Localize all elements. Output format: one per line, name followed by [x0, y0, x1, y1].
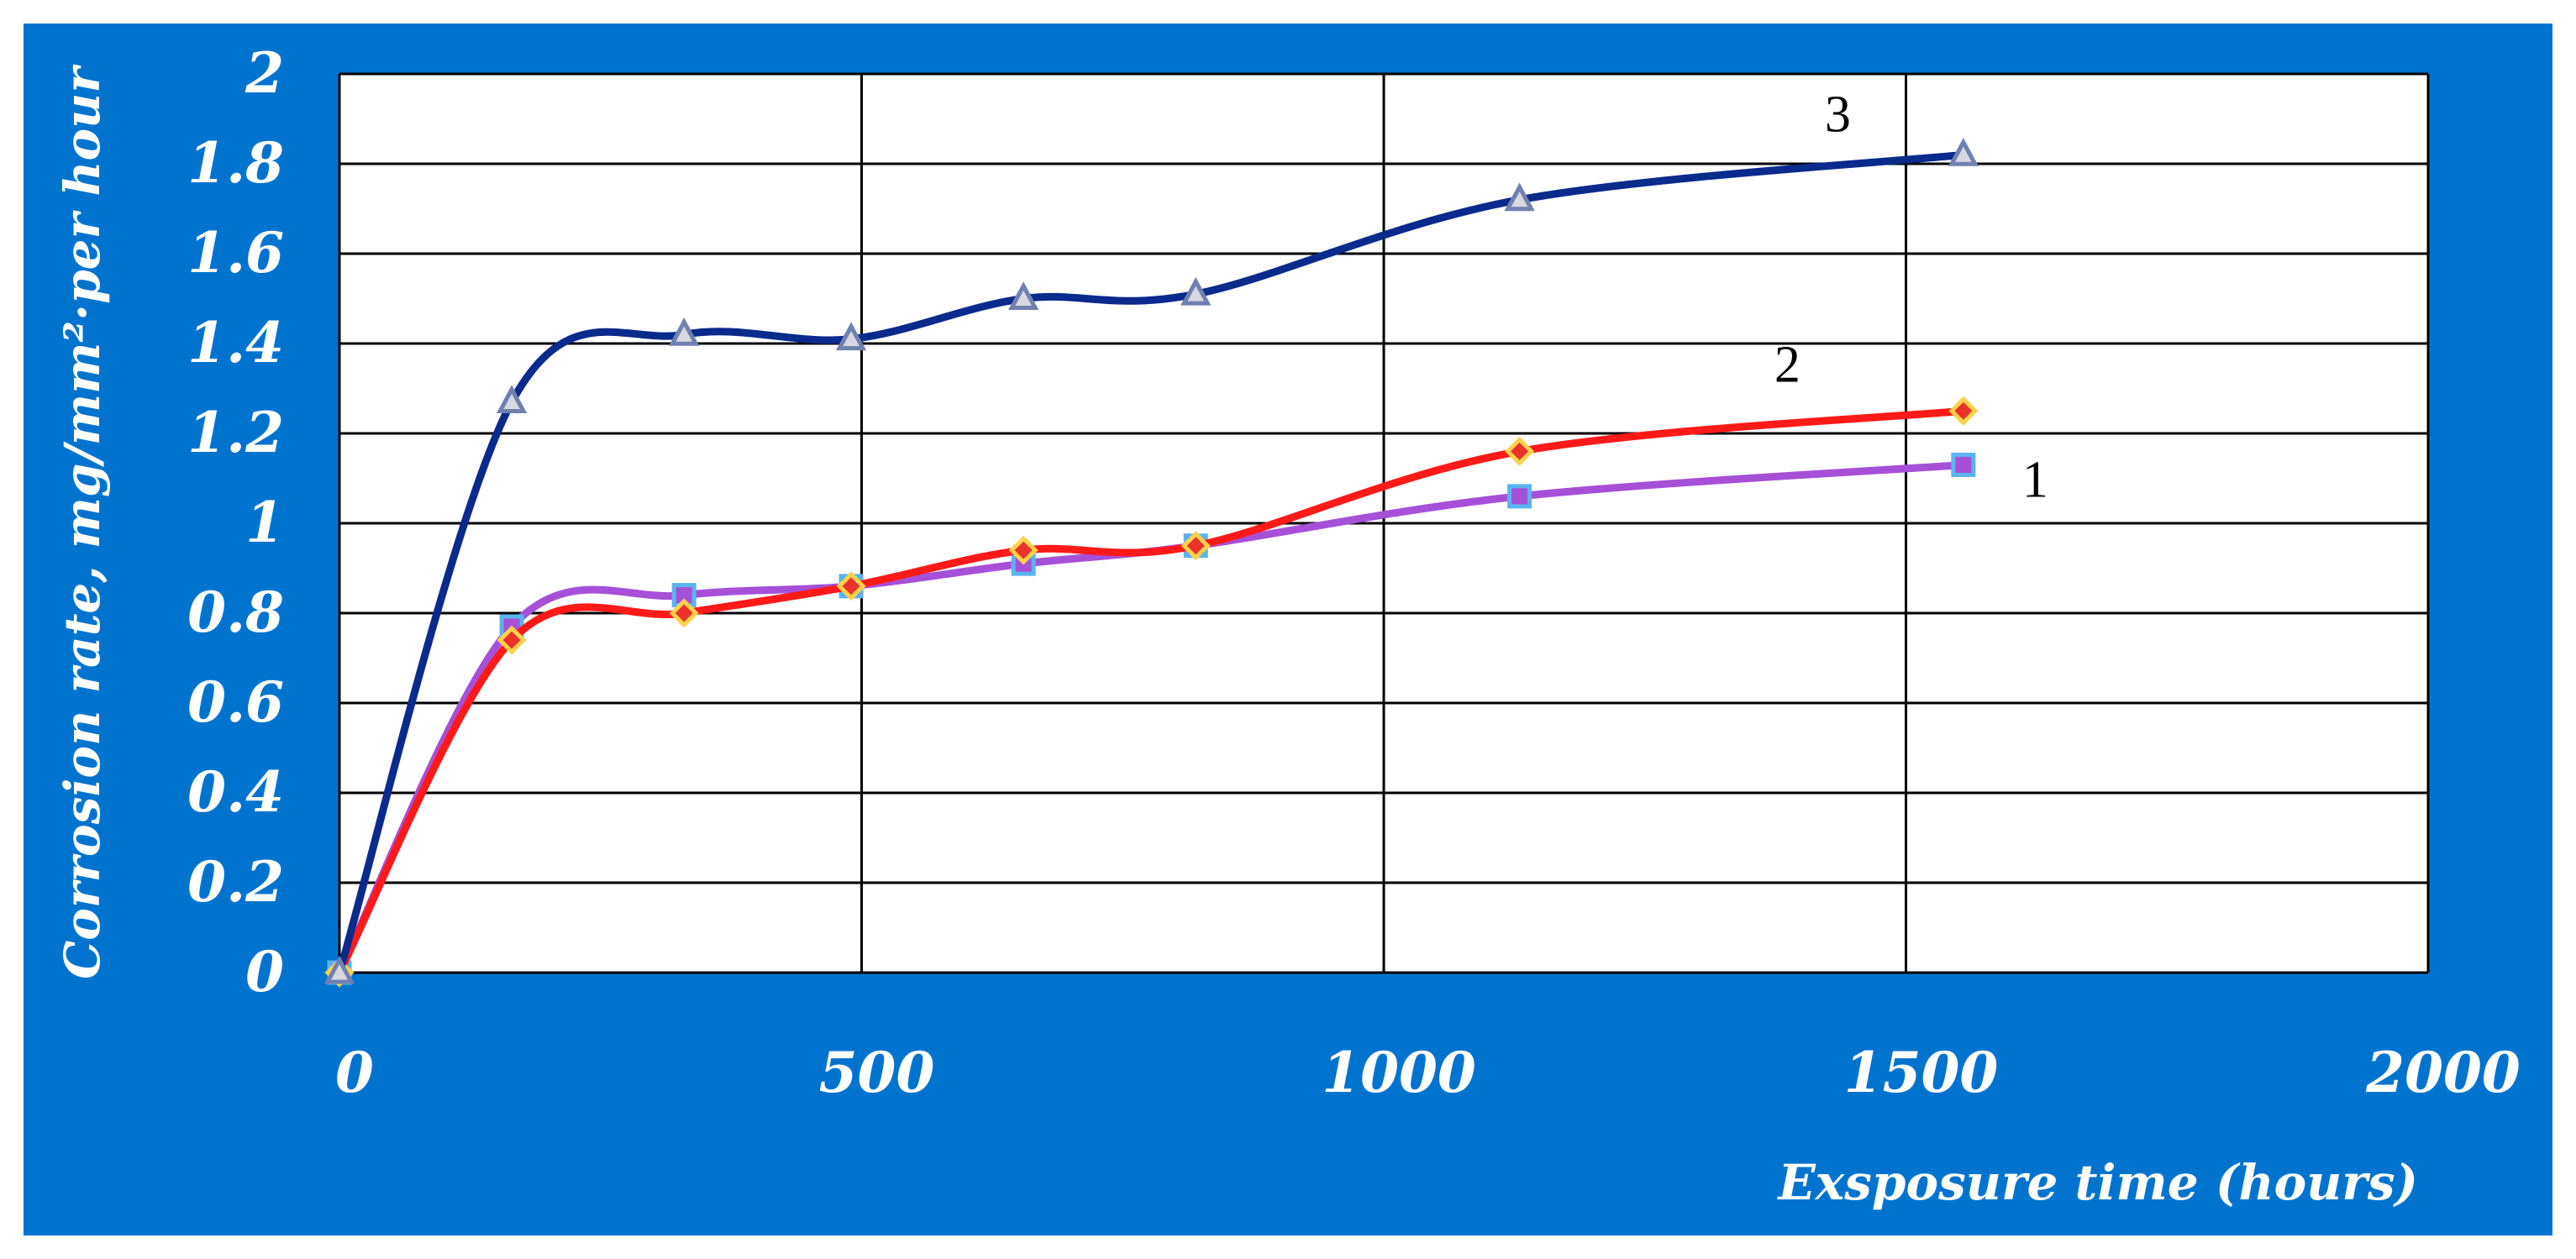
- x-tick-label-2: 1000: [1322, 1040, 1476, 1105]
- series-1-point-6: [1507, 484, 1532, 509]
- series-2-point-2: [669, 598, 699, 628]
- y-tick-label-9: 1.8: [187, 130, 284, 196]
- series-3-point-5: [1180, 276, 1212, 306]
- y-tick-label-0: 0: [245, 939, 284, 1005]
- y-tick-label-8: 1.6: [187, 220, 284, 286]
- series-2-point-4: [1008, 535, 1038, 565]
- y-tick-label-2: 0.4: [187, 759, 284, 825]
- series-3-point-0: [323, 955, 355, 984]
- series-label-1: 1: [2022, 451, 2048, 508]
- x-axis-title: Exsposure time (hours): [1776, 1154, 2418, 1211]
- y-axis-title: Corrosion rate, mg/mm²·per hour: [54, 64, 111, 979]
- x-tick-label-3: 1500: [1844, 1040, 1999, 1105]
- series-label-2: 2: [1774, 336, 1801, 393]
- y-tick-label-1: 0.2: [187, 849, 284, 915]
- series-2-point-5: [1180, 531, 1211, 561]
- series-layer: 1 2 3: [323, 86, 2048, 988]
- x-tick-label-1: 500: [819, 1040, 935, 1105]
- x-tick-label-0: 0: [335, 1040, 374, 1105]
- y-tick-label-6: 1.2: [187, 400, 284, 465]
- series-2-point-3: [836, 571, 866, 601]
- series-1-point-7: [1951, 452, 1976, 477]
- series-2-point-6: [1505, 436, 1535, 466]
- series-2-point-7: [1948, 396, 1979, 426]
- y-tick-label-7: 1.4: [187, 310, 284, 375]
- series-3-point-4: [1007, 281, 1039, 310]
- series-3-point-3: [835, 322, 867, 351]
- series-3-point-1: [496, 385, 528, 414]
- y-tick-label-10: 2: [244, 40, 284, 106]
- series-2-point-1: [497, 625, 527, 655]
- y-tick-label-3: 0.6: [187, 669, 284, 735]
- tick-labels: 0 0.2 0.4 0.6 0.8 1 1.2 1.4 1.6 1.8 2 0 500 1000 1500 2…: [187, 40, 2521, 1105]
- y-tick-label-4: 0.8: [187, 580, 284, 645]
- series-3-point-7: [1948, 138, 1979, 166]
- x-tick-label-4: 2000: [2365, 1040, 2521, 1105]
- series-3-point-2: [669, 317, 700, 346]
- series-3-point-6: [1504, 182, 1535, 212]
- series-label-3: 3: [1825, 86, 1851, 143]
- y-tick-label-5: 1: [245, 490, 284, 555]
